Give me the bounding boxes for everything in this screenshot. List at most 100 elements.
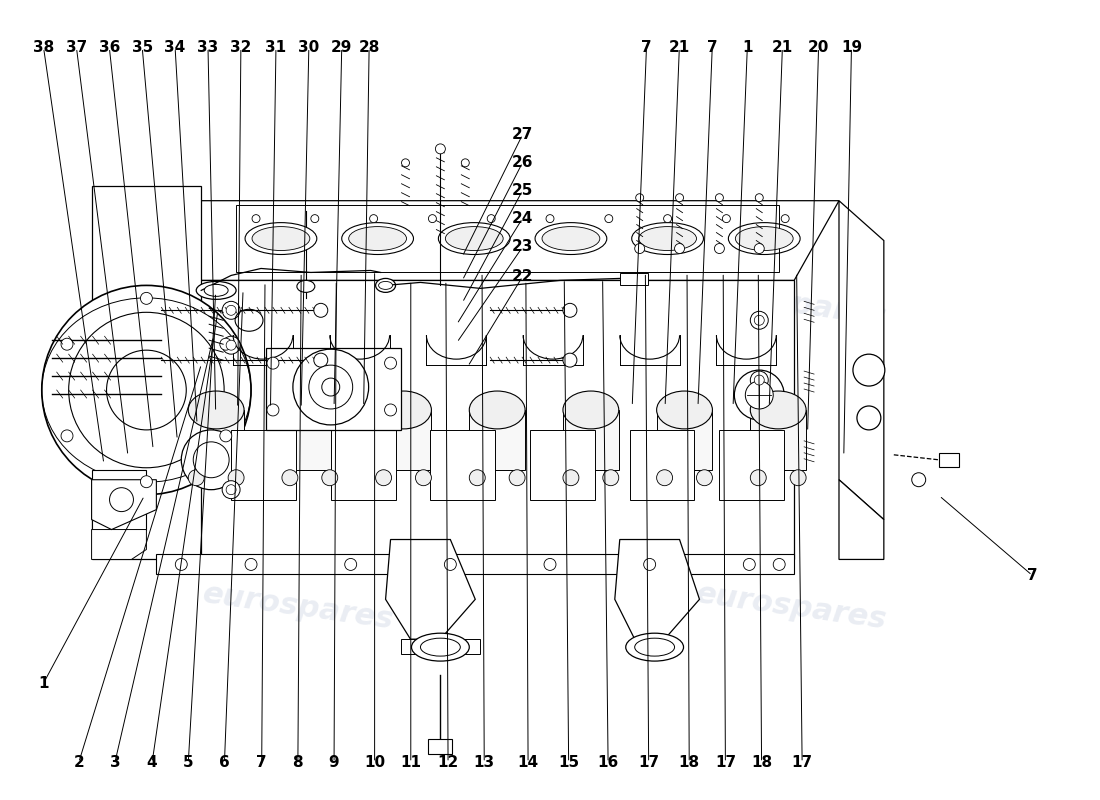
Circle shape	[222, 336, 240, 354]
Polygon shape	[563, 410, 619, 470]
Circle shape	[188, 470, 205, 486]
Circle shape	[60, 430, 73, 442]
Text: eurospares: eurospares	[200, 579, 395, 635]
Circle shape	[370, 214, 377, 222]
Text: 6: 6	[219, 755, 230, 770]
Circle shape	[42, 286, 251, 494]
Ellipse shape	[470, 391, 525, 429]
Circle shape	[715, 194, 724, 202]
Circle shape	[402, 159, 409, 167]
Text: 1: 1	[742, 40, 752, 55]
Circle shape	[635, 243, 645, 254]
Circle shape	[220, 430, 232, 442]
Text: 33: 33	[197, 40, 219, 55]
Text: 17: 17	[715, 755, 736, 770]
Polygon shape	[231, 430, 296, 500]
Polygon shape	[430, 430, 495, 500]
Ellipse shape	[375, 391, 431, 429]
Text: 18: 18	[679, 755, 700, 770]
Ellipse shape	[439, 222, 510, 254]
Text: 17: 17	[792, 755, 813, 770]
Ellipse shape	[188, 391, 244, 429]
Polygon shape	[750, 410, 806, 470]
Circle shape	[750, 311, 768, 330]
Circle shape	[141, 476, 153, 488]
Polygon shape	[91, 480, 156, 530]
Ellipse shape	[626, 633, 683, 661]
Text: 10: 10	[364, 755, 385, 770]
Circle shape	[546, 214, 554, 222]
Circle shape	[912, 473, 926, 486]
Circle shape	[790, 470, 806, 486]
Text: 1: 1	[39, 675, 48, 690]
Circle shape	[222, 481, 240, 498]
Circle shape	[696, 470, 713, 486]
Circle shape	[663, 214, 672, 222]
Polygon shape	[839, 480, 883, 559]
Circle shape	[385, 357, 396, 369]
Ellipse shape	[631, 222, 704, 254]
Circle shape	[675, 194, 683, 202]
Text: 2: 2	[74, 755, 84, 770]
Polygon shape	[282, 410, 338, 470]
Polygon shape	[657, 410, 713, 470]
Polygon shape	[375, 410, 431, 470]
Text: 16: 16	[597, 755, 618, 770]
Polygon shape	[188, 410, 244, 470]
Text: 21: 21	[669, 40, 690, 55]
Circle shape	[428, 214, 437, 222]
Ellipse shape	[205, 285, 228, 296]
Polygon shape	[839, 201, 883, 519]
Ellipse shape	[635, 638, 674, 656]
Circle shape	[750, 470, 767, 486]
Circle shape	[344, 558, 356, 570]
Circle shape	[756, 194, 763, 202]
Circle shape	[714, 243, 725, 254]
Circle shape	[563, 353, 576, 367]
Circle shape	[735, 370, 784, 420]
Circle shape	[723, 214, 730, 222]
Circle shape	[674, 243, 684, 254]
Ellipse shape	[196, 282, 236, 299]
Text: 29: 29	[331, 40, 352, 55]
Circle shape	[220, 338, 232, 350]
Circle shape	[314, 353, 328, 367]
Polygon shape	[331, 430, 396, 500]
Circle shape	[773, 558, 785, 570]
Circle shape	[563, 303, 576, 318]
Text: 7: 7	[707, 40, 717, 55]
Text: 21: 21	[772, 40, 793, 55]
Ellipse shape	[375, 278, 396, 292]
Text: 19: 19	[840, 40, 862, 55]
Text: 7: 7	[256, 755, 267, 770]
Text: 9: 9	[329, 755, 340, 770]
Circle shape	[436, 144, 446, 154]
Polygon shape	[470, 410, 525, 470]
Text: 7: 7	[641, 40, 652, 55]
Ellipse shape	[639, 226, 696, 250]
Text: 12: 12	[438, 755, 459, 770]
Polygon shape	[938, 453, 958, 466]
Ellipse shape	[563, 391, 619, 429]
Circle shape	[857, 406, 881, 430]
Text: 34: 34	[165, 40, 186, 55]
Circle shape	[470, 470, 485, 486]
Ellipse shape	[728, 222, 800, 254]
Circle shape	[309, 365, 353, 409]
Text: eurospares: eurospares	[694, 579, 889, 635]
Text: 37: 37	[66, 40, 87, 55]
Polygon shape	[615, 539, 700, 639]
Circle shape	[311, 214, 319, 222]
Circle shape	[444, 558, 456, 570]
Ellipse shape	[297, 281, 315, 292]
Text: 18: 18	[751, 755, 772, 770]
Text: 17: 17	[638, 755, 659, 770]
Circle shape	[245, 558, 257, 570]
Text: 38: 38	[33, 40, 54, 55]
Circle shape	[267, 357, 279, 369]
Polygon shape	[386, 539, 475, 639]
Text: 25: 25	[512, 183, 534, 198]
Circle shape	[227, 340, 236, 350]
Ellipse shape	[446, 226, 503, 250]
Polygon shape	[719, 430, 784, 500]
